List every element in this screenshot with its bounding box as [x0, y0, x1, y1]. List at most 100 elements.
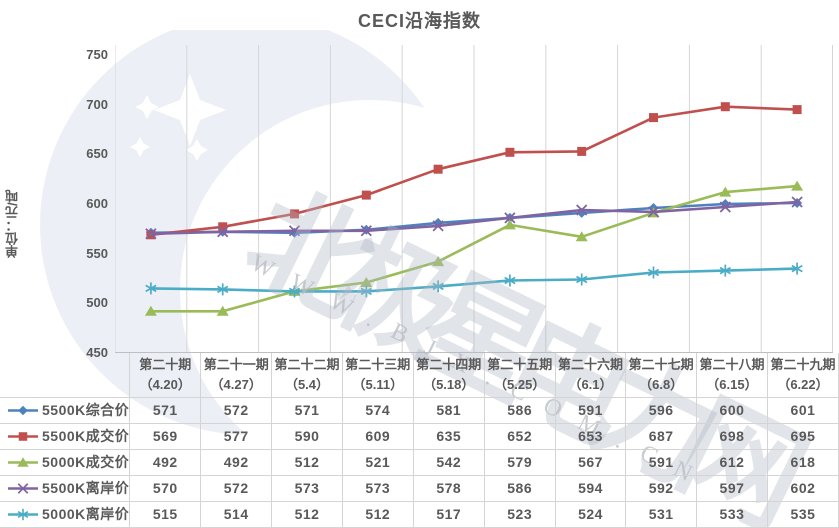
legend-label: 5500K综合价 — [42, 402, 130, 418]
y-tick-label: 600 — [86, 196, 108, 211]
legend-label: 5000K离岸价 — [42, 506, 130, 522]
table-row: 5000K离岸价 515 514 512 512 517 523 524 531 533 535 — [0, 500, 839, 528]
y-axis-title: 单位：元/吨 — [5, 189, 20, 258]
category-header: 第二十六期 （6.1） — [554, 353, 627, 398]
value-cell: 592 — [625, 474, 697, 502]
category-name: 第二十九期 — [770, 357, 836, 373]
category-header: 第二十二期 （5.4） — [271, 353, 343, 398]
value-cell: 586 — [483, 396, 556, 424]
legend-item-1: 5500K成交价 — [0, 422, 131, 450]
category-date: （4.27） — [210, 377, 262, 393]
table-row: 5500K成交价 569 577 590 609 635 652 653 687 698 695 — [0, 422, 839, 450]
table-header-row: 第二十期 （4.20） 第二十一期 （4.27） 第二十二期 （5.4） 第二十三期 （5.1… — [0, 353, 839, 398]
category-name: 第二十二期 — [274, 357, 340, 373]
value-cell: 586 — [483, 474, 556, 502]
value-cell: 512 — [341, 500, 414, 528]
value-cell: 653 — [554, 422, 627, 450]
value-cell: 533 — [695, 500, 768, 528]
category-date: （4.20） — [139, 377, 191, 393]
legend-header-cell — [0, 353, 131, 398]
category-date: （6.15） — [706, 377, 758, 393]
value-cell: 635 — [412, 422, 485, 450]
value-cell: 542 — [412, 448, 485, 476]
y-tick-label: 550 — [86, 245, 108, 261]
legend-label: 5000K成交价 — [42, 454, 130, 470]
category-header: 第二十期 （4.20） — [129, 353, 202, 398]
legend-marker-icon — [8, 482, 38, 494]
category-header: 第二十一期 （4.27） — [200, 353, 273, 398]
value-cell: 591 — [554, 396, 627, 424]
value-cell: 590 — [271, 422, 343, 450]
value-cell: 578 — [412, 474, 485, 502]
legend-label: 5500K成交价 — [42, 428, 130, 444]
legend-marker-icon — [8, 508, 38, 520]
value-cell: 698 — [695, 422, 768, 450]
y-tick-label: 750 — [86, 47, 108, 62]
value-cell: 687 — [625, 422, 697, 450]
value-cell: 567 — [554, 448, 627, 476]
value-cell: 492 — [200, 448, 273, 476]
value-cell: 570 — [129, 474, 202, 502]
category-header: 第二十八期 （6.15） — [695, 353, 768, 398]
category-name: 第二十八期 — [699, 357, 765, 373]
category-name: 第二十三期 — [345, 357, 411, 373]
category-name: 第二十期 — [139, 357, 192, 373]
category-name: 第二十一期 — [203, 357, 269, 373]
legend-label: 5500K离岸价 — [42, 480, 130, 496]
value-cell: 695 — [766, 422, 839, 450]
category-date: （6.1） — [568, 377, 613, 393]
value-cell: 569 — [129, 422, 202, 450]
value-cell: 618 — [766, 448, 839, 476]
category-name: 第二十七期 — [628, 357, 694, 373]
value-cell: 579 — [483, 448, 556, 476]
value-cell: 517 — [412, 500, 485, 528]
value-cell: 531 — [625, 500, 697, 528]
data-table: 第二十期 （4.20） 第二十一期 （4.27） 第二十二期 （5.4） 第二十三期 （5.1… — [0, 353, 839, 528]
value-cell: 572 — [200, 474, 273, 502]
table-row: 5000K成交价 492 492 512 521 542 579 567 591 612 618 — [0, 448, 839, 476]
value-cell: 652 — [483, 422, 556, 450]
value-cell: 523 — [483, 500, 556, 528]
value-cell: 512 — [271, 500, 343, 528]
plot-area — [115, 45, 833, 353]
category-date: （6.8） — [639, 377, 684, 393]
legend-marker-icon — [8, 431, 38, 441]
value-cell: 577 — [200, 422, 273, 450]
value-cell: 571 — [129, 396, 202, 424]
category-date: （5.18） — [423, 377, 475, 393]
value-cell: 571 — [271, 396, 343, 424]
category-date: （6.22） — [777, 377, 829, 393]
category-header: 第二十九期 （6.22） — [766, 353, 839, 398]
value-cell: 581 — [412, 396, 485, 424]
legend-item-3: 5500K离岸价 — [0, 474, 131, 502]
value-cell: 574 — [341, 396, 414, 424]
value-cell: 512 — [271, 448, 343, 476]
value-cell: 600 — [695, 396, 768, 424]
category-name: 第二十五期 — [487, 357, 553, 373]
category-name: 第二十六期 — [557, 357, 623, 373]
y-tick-label: 650 — [86, 146, 108, 162]
value-cell: 492 — [129, 448, 202, 476]
value-cell: 594 — [554, 474, 627, 502]
category-header: 第二十七期 （6.8） — [625, 353, 697, 398]
value-cell: 572 — [200, 396, 273, 424]
value-cell: 521 — [341, 448, 414, 476]
y-tick-label: 500 — [86, 295, 108, 311]
legend-marker-icon — [8, 405, 38, 415]
value-cell: 601 — [766, 396, 839, 424]
value-cell: 596 — [625, 396, 697, 424]
category-header: 第二十四期 （5.18） — [412, 353, 485, 398]
value-cell: 612 — [695, 448, 768, 476]
value-cell: 591 — [625, 448, 697, 476]
value-cell: 524 — [554, 500, 627, 528]
value-cell: 535 — [766, 500, 839, 528]
chart-title: CECI沿海指数 — [357, 11, 481, 31]
category-name: 第二十四期 — [416, 357, 482, 373]
category-date: （5.11） — [352, 377, 404, 393]
legend-item-0: 5500K综合价 — [0, 396, 131, 424]
value-cell: 515 — [129, 500, 202, 528]
value-cell: 573 — [341, 474, 414, 502]
category-date: （5.25） — [494, 377, 546, 393]
category-header: 第二十五期 （5.25） — [483, 353, 556, 398]
